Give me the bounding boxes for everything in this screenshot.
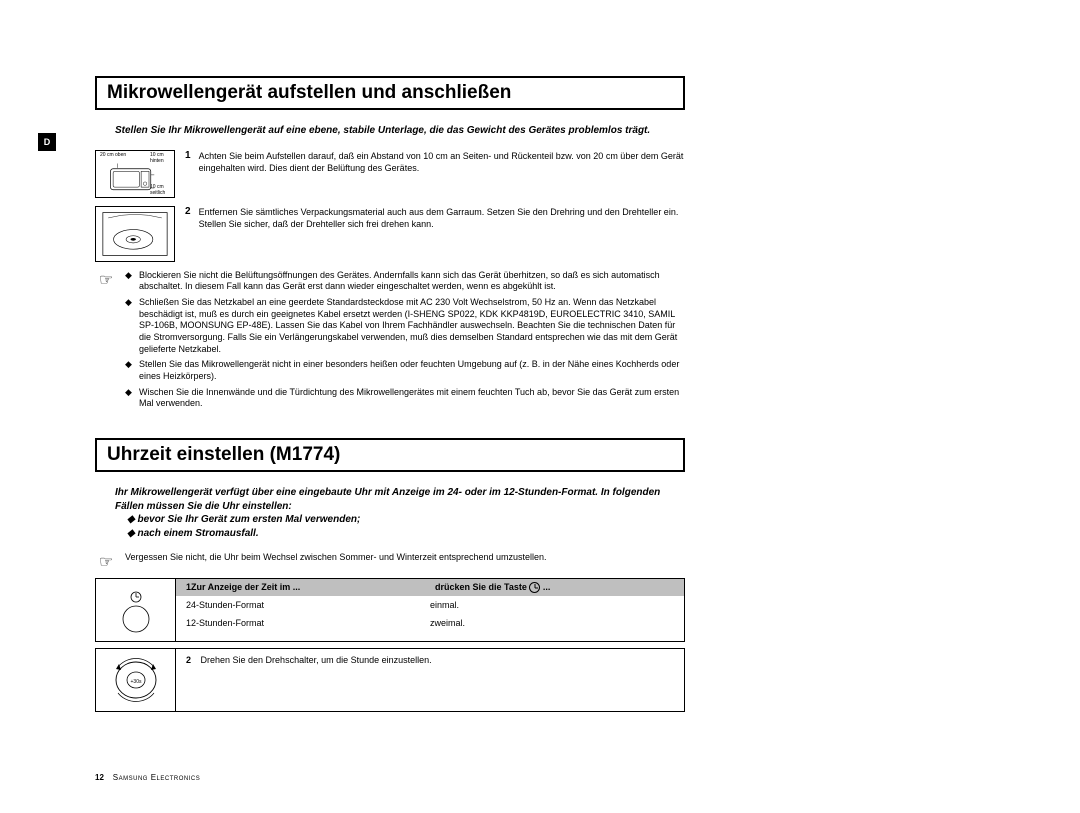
section2-intro: Ihr Mikrowellengerät verfügt über eine e… [115, 486, 685, 540]
bullet-1: Blockieren Sie nicht die Belüftungsöffnu… [139, 270, 685, 293]
microwave-clearance-icon: 20 cm oben 10 cm hinten 10 cm seitlich [95, 150, 175, 198]
section1-title: Mikrowellengerät aufstellen und anschlie… [95, 76, 685, 110]
clock-button-icon [96, 579, 176, 641]
svg-text:+30s: +30s [130, 679, 141, 685]
bullet-2: Schließen Sie das Netzkabel an eine geer… [139, 297, 685, 355]
table1-header: 1 Zur Anzeige der Zeit im ... drücken Si… [176, 579, 684, 596]
step1-text: Achten Sie beim Aufstellen darauf, daß e… [199, 150, 685, 174]
section1-intro: Stellen Sie Ihr Mikrowellengerät auf ein… [115, 124, 685, 138]
step1-number: 1 [185, 150, 191, 161]
section1-notes: ☞ ◆Blockieren Sie nicht die Belüftungsöf… [95, 270, 685, 415]
table2-content: 2 Drehen Sie den Drehschalter, um die St… [176, 649, 684, 711]
bullet-4: Wischen Sie die Innenwände und die Türdi… [139, 387, 685, 410]
note-arrow-icon-2: ☞ [95, 552, 125, 572]
note-arrow-icon: ☞ [95, 270, 125, 415]
bullet-3: Stellen Sie das Mikrowellengerät nicht i… [139, 359, 685, 382]
table1-header-right: drücken Sie die Taste ... [435, 582, 679, 593]
clock-format-table: 1 Zur Anzeige der Zeit im ... drücken Si… [95, 578, 685, 642]
clearance-side-label: 10 cm seitlich [150, 184, 170, 196]
table1-row2: 12-Stunden-Format zweimal. [176, 614, 684, 632]
clock-inline-icon [529, 582, 540, 593]
section2-title: Uhrzeit einstellen (M1774) [95, 438, 685, 472]
section2-note-text: Vergessen Sie nicht, die Uhr beim Wechse… [125, 552, 685, 572]
section2-note: ☞ Vergessen Sie nicht, die Uhr beim Wech… [95, 552, 685, 572]
step2-text: Entfernen Sie sämtliches Verpackungsmate… [199, 206, 685, 230]
table1-header-left: Zur Anzeige der Zeit im ... [191, 582, 435, 593]
dial-icon: +30s [96, 649, 176, 711]
dial-step-table: +30s 2 Drehen Sie den Drehschalter, um d… [95, 648, 685, 712]
step2-number: 2 [185, 206, 191, 217]
page-number: 12 [95, 773, 104, 782]
clearance-top-label: 20 cm oben [100, 152, 126, 158]
clearance-back-label: 10 cm hinten [150, 152, 170, 164]
page-content: Mikrowellengerät aufstellen und anschlie… [95, 76, 685, 718]
company-name: Samsung Electronics [113, 773, 200, 782]
table1-row1: 24-Stunden-Format einmal. [176, 596, 684, 614]
step1-row: 20 cm oben 10 cm hinten 10 cm seitlich 1… [95, 150, 685, 198]
turntable-icon [95, 206, 175, 262]
language-tab: D [38, 133, 56, 151]
page-footer: 12 Samsung Electronics [95, 773, 200, 782]
section1-bullet-list: ◆Blockieren Sie nicht die Belüftungsöffn… [125, 270, 685, 415]
step2-row: 2 Entfernen Sie sämtliches Verpackungsma… [95, 206, 685, 262]
